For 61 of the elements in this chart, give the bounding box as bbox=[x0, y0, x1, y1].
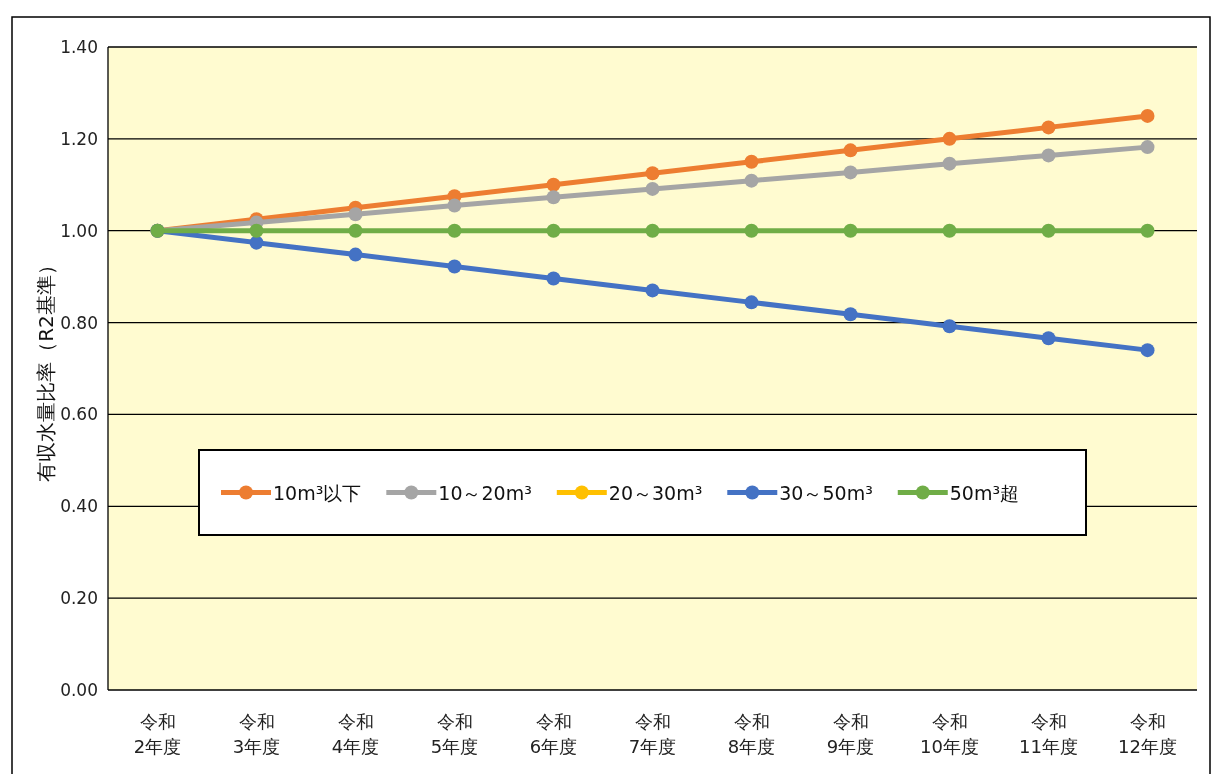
point bbox=[645, 181, 660, 196]
point bbox=[1041, 223, 1056, 238]
point bbox=[942, 319, 957, 334]
point bbox=[1140, 108, 1155, 123]
x-tick-label: 令和 9年度 bbox=[826, 711, 875, 757]
x-tick-label: 令和 2年度 bbox=[133, 711, 182, 757]
y-tick-label: 0.60 bbox=[60, 404, 98, 425]
x-tick-label: 令和 6年度 bbox=[529, 711, 578, 757]
x-tick-label: 令和 8年度 bbox=[727, 711, 776, 757]
point bbox=[1041, 331, 1056, 346]
legend-label: 50m³超 bbox=[949, 481, 1020, 504]
point bbox=[942, 131, 957, 146]
point bbox=[744, 154, 759, 169]
point bbox=[942, 223, 957, 238]
point bbox=[249, 235, 264, 250]
x-tick-label: 令和 5年度 bbox=[430, 711, 479, 757]
x-tick-label: 令和 10年度 bbox=[920, 711, 979, 757]
point bbox=[546, 190, 561, 205]
point bbox=[447, 198, 462, 213]
point bbox=[843, 223, 858, 238]
y-tick-label: 0.00 bbox=[60, 680, 98, 700]
point bbox=[348, 207, 363, 222]
point bbox=[348, 223, 363, 238]
point bbox=[249, 223, 264, 238]
point bbox=[348, 247, 363, 262]
legend-label: 20～30m³ bbox=[608, 481, 703, 504]
x-tick-label: 令和 11年度 bbox=[1019, 711, 1078, 757]
y-tick-label: 0.20 bbox=[60, 588, 98, 609]
y-tick-label: 0.80 bbox=[60, 312, 98, 333]
x-tick-label: 令和 4年度 bbox=[331, 711, 380, 757]
y-axis-title: 有収水量比率（R2基準） bbox=[34, 255, 58, 482]
point bbox=[942, 156, 957, 171]
x-tick-label: 令和 3年度 bbox=[232, 711, 281, 757]
point bbox=[843, 307, 858, 322]
legend-label: 10～20m³ bbox=[438, 481, 532, 504]
legend-label: 10m³以下 bbox=[273, 481, 362, 504]
y-tick-label: 1.00 bbox=[60, 220, 98, 241]
y-tick-label: 1.20 bbox=[60, 128, 98, 149]
legend-label: 30～50m³ bbox=[779, 481, 873, 504]
point bbox=[645, 223, 660, 238]
point bbox=[447, 259, 462, 274]
point bbox=[744, 223, 759, 238]
point bbox=[447, 223, 462, 238]
point bbox=[843, 165, 858, 180]
point bbox=[1140, 140, 1155, 155]
point bbox=[546, 177, 561, 192]
point bbox=[744, 295, 759, 310]
point bbox=[1041, 120, 1056, 135]
x-tick-label: 令和 7年度 bbox=[628, 711, 677, 757]
point bbox=[1140, 223, 1155, 238]
point bbox=[546, 223, 561, 238]
point bbox=[645, 283, 660, 298]
point bbox=[744, 173, 759, 188]
point bbox=[546, 271, 561, 286]
point bbox=[843, 143, 858, 158]
point bbox=[645, 166, 660, 181]
point bbox=[1041, 148, 1056, 163]
x-tick-label: 令和 12年度 bbox=[1118, 711, 1177, 757]
y-tick-label: 0.40 bbox=[60, 496, 98, 517]
y-tick-label: 1.40 bbox=[60, 37, 98, 57]
point bbox=[1140, 343, 1155, 358]
